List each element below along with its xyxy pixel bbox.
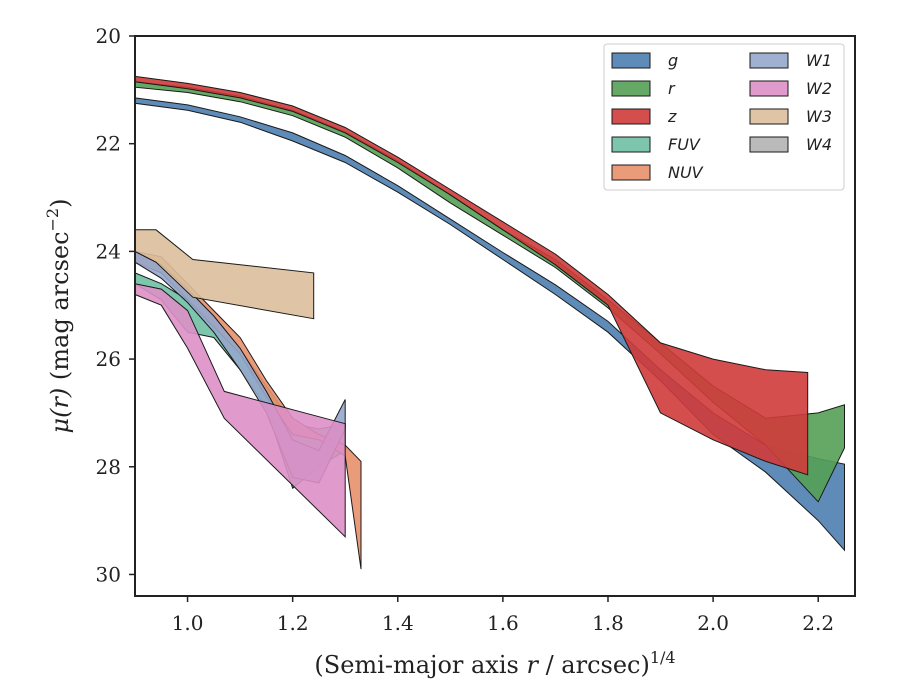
series-band-g xyxy=(134,97,845,552)
y-tick-label: 20 xyxy=(96,24,121,48)
legend-label-w2: W2 xyxy=(806,79,832,98)
legend-swatch-w1 xyxy=(749,52,789,69)
legend-label-w1: W1 xyxy=(806,51,832,70)
series-band-z xyxy=(134,75,809,476)
x-tick-label: 1.0 xyxy=(172,611,204,635)
series-band-w3 xyxy=(134,229,315,320)
x-tick-label: 1.8 xyxy=(592,611,624,635)
legend-label-nuv: NUV xyxy=(668,163,704,182)
legend-swatch-g xyxy=(611,52,651,69)
legend-swatch-z xyxy=(611,108,651,125)
x-tick-label: 2.0 xyxy=(697,611,729,635)
x-tick-label: 1.4 xyxy=(382,611,414,635)
y-tick-label: 28 xyxy=(96,455,121,479)
legend-label-r: r xyxy=(668,79,676,98)
x-tick-label: 1.2 xyxy=(277,611,309,635)
legend-label-z: z xyxy=(667,107,677,126)
legend-swatch-w3 xyxy=(749,108,789,125)
x-axis-label: (Semi-major axis r / arcsec)1/4 xyxy=(314,648,675,679)
legend-swatch-fuv xyxy=(611,136,651,153)
legend-label-g: g xyxy=(668,51,678,70)
y-tick-label: 24 xyxy=(96,239,121,263)
legend-swatch-w2 xyxy=(749,80,789,97)
legend-swatch-w4 xyxy=(749,136,789,153)
series-layer xyxy=(134,75,845,570)
legend-label-fuv: FUV xyxy=(668,135,701,154)
y-tick-label: 22 xyxy=(96,132,121,156)
legend-swatch-nuv xyxy=(611,164,651,181)
legend: grz FUV NUV W1 W2 W3 W4 xyxy=(603,43,845,191)
legend-swatch-r xyxy=(611,80,651,97)
legend-label-w4: W4 xyxy=(806,135,832,154)
legend-label-w3: W3 xyxy=(806,107,832,126)
y-tick-label: 30 xyxy=(96,562,121,586)
y-axis-label: μ(r) (mag arcsec−2) xyxy=(43,199,74,434)
y-tick-label: 26 xyxy=(96,347,121,371)
x-tick-label: 2.2 xyxy=(802,611,834,635)
series-band-w2 xyxy=(134,283,346,538)
plot-frame xyxy=(134,35,856,597)
axis-ticks: 1.0 1.2 1.4 1.6 1.8 2.0 2.2 20 22 24 26 28 30 xyxy=(96,24,835,635)
x-tick-label: 1.6 xyxy=(487,611,519,635)
